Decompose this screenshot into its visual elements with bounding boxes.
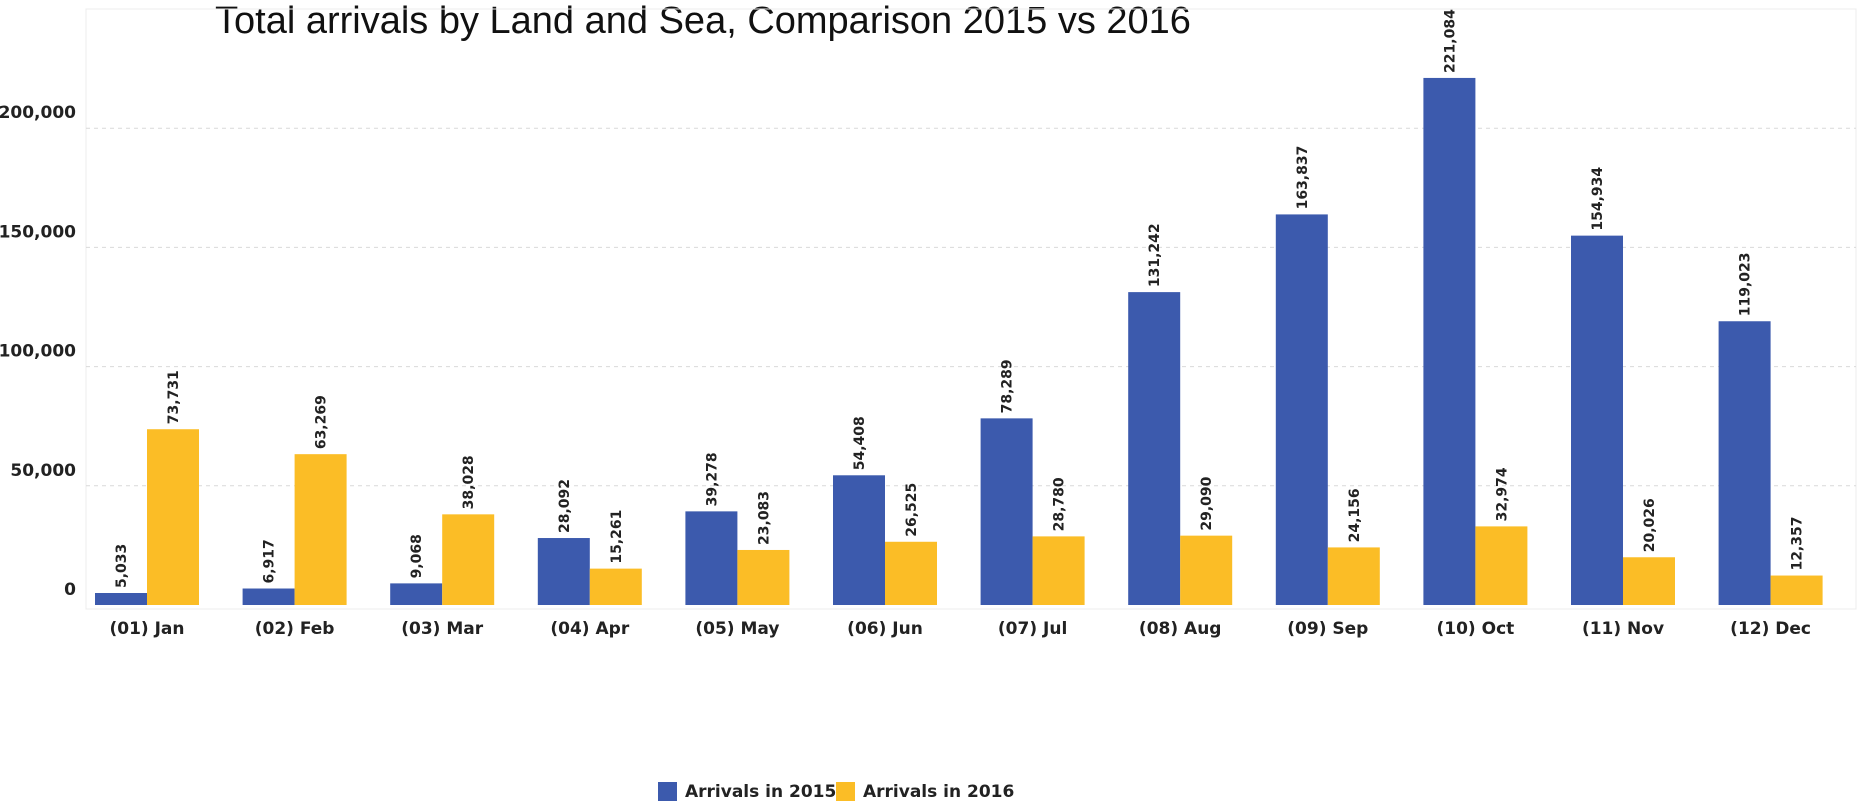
y-tick-label: 100,000	[0, 342, 76, 362]
bar-2016	[1475, 526, 1528, 605]
x-category-label: (10) Oct	[1437, 619, 1515, 639]
bar-2015	[95, 593, 147, 605]
bar-2015	[242, 588, 295, 605]
bar-2016	[737, 549, 790, 605]
legend-item-2015[interactable]: Arrivals in 2015	[658, 782, 836, 802]
data-label: 28,092	[557, 479, 573, 533]
x-category-label: (08) Aug	[1139, 619, 1222, 639]
data-label: 26,525	[904, 483, 920, 537]
data-labels: 5,033 73,731 6,917 63,269 9,068 38,028 28,092 1…	[114, 9, 1806, 588]
data-label: 221,084	[1442, 9, 1458, 73]
bars	[95, 77, 1823, 606]
x-category-label: (07) Jul	[998, 619, 1067, 639]
plot-area-border	[85, 8, 1857, 610]
y-axis-ticks: 0 50,000 100,000 150,000 200,000	[0, 103, 76, 600]
y-tick-label: 150,000	[0, 222, 76, 242]
bar-2015	[1423, 77, 1476, 606]
data-label: 9,068	[409, 534, 425, 578]
data-label: 6,917	[262, 539, 278, 583]
bar-2015	[1571, 235, 1623, 606]
data-label: 15,261	[609, 510, 625, 564]
bar-2015	[537, 538, 590, 605]
bar-2015	[685, 511, 738, 605]
legend-label: Arrivals in 2016	[863, 782, 1014, 802]
bar-2016	[442, 514, 495, 605]
x-category-label: (05) May	[695, 619, 779, 639]
y-tick-label: 200,000	[0, 103, 76, 123]
bar-2016	[1623, 557, 1675, 605]
data-label: 73,731	[166, 370, 182, 424]
bar-2016	[1032, 536, 1085, 605]
bar-2015	[1275, 214, 1328, 605]
data-label: 12,357	[1790, 517, 1806, 571]
bar-2016	[147, 429, 199, 605]
x-category-label: (11) Nov	[1582, 619, 1664, 639]
data-label: 154,934	[1590, 167, 1606, 231]
data-label: 54,408	[852, 416, 868, 470]
legend-swatch	[658, 782, 677, 801]
x-category-label: (06) Jun	[847, 619, 923, 639]
x-category-label: (03) Mar	[401, 619, 484, 639]
x-axis-categories: (01) Jan (02) Feb (03) Mar (04) Apr (05) May…	[109, 619, 1811, 639]
legend[interactable]: Arrivals in 2015 Arrivals in 2016	[658, 782, 1014, 802]
data-label: 39,278	[704, 452, 720, 506]
gridlines	[86, 127, 1856, 487]
bar-2016	[589, 568, 642, 605]
data-label: 20,026	[1642, 498, 1658, 552]
data-label: 131,242	[1147, 223, 1163, 287]
bar-2015	[390, 583, 443, 605]
bar-2015	[980, 418, 1033, 605]
bar-2016	[885, 541, 937, 605]
data-label: 29,090	[1199, 476, 1215, 530]
bar-2016	[1327, 547, 1380, 605]
legend-label: Arrivals in 2015	[685, 782, 836, 802]
x-category-label: (01) Jan	[109, 619, 184, 639]
data-label: 119,023	[1738, 252, 1754, 316]
y-tick-label: 50,000	[10, 461, 76, 481]
data-label: 63,269	[314, 395, 330, 449]
x-category-label: (04) Apr	[550, 619, 629, 639]
data-label: 32,974	[1494, 467, 1510, 521]
bar-2015	[833, 475, 885, 605]
bar-2016	[1770, 575, 1823, 605]
data-label: 28,780	[1052, 477, 1068, 531]
y-tick-label: 0	[64, 580, 76, 600]
data-label: 163,837	[1295, 146, 1311, 210]
data-label: 5,033	[114, 544, 130, 588]
data-label: 24,156	[1347, 488, 1363, 542]
x-category-label: (09) Sep	[1287, 619, 1368, 639]
bar-2015	[1718, 321, 1771, 605]
data-label: 78,289	[1000, 359, 1016, 413]
data-label: 23,083	[756, 491, 772, 545]
legend-swatch	[836, 782, 855, 801]
bar-2015	[1128, 292, 1181, 605]
data-label: 38,028	[461, 455, 477, 509]
x-category-label: (12) Dec	[1730, 619, 1811, 639]
bar-2016	[294, 454, 347, 605]
legend-item-2016[interactable]: Arrivals in 2016	[836, 782, 1014, 802]
bar-2016	[1180, 535, 1233, 605]
chart-title: Total arrivals by Land and Sea, Comparis…	[215, 0, 1191, 42]
x-category-label: (02) Feb	[255, 619, 335, 639]
